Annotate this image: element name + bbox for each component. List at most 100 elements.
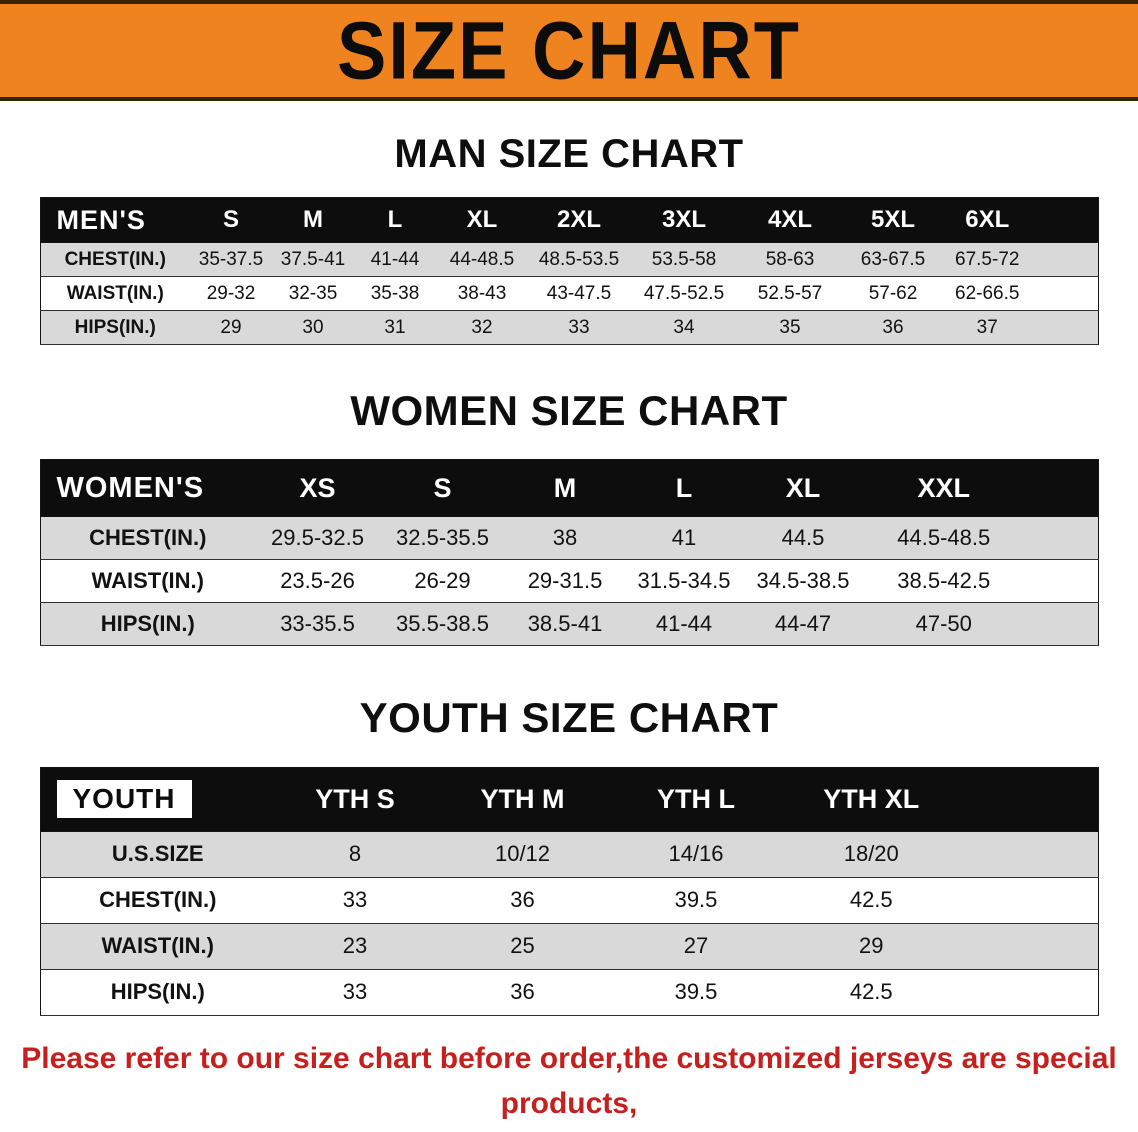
size-cell: 30 <box>272 310 354 345</box>
size-cell: 25 <box>435 922 610 970</box>
men-table-label: MEN'S <box>40 197 190 243</box>
row-label: CHEST(IN.) <box>40 876 275 924</box>
size-cell: 39.5 <box>610 876 782 924</box>
size-cell: 32-35 <box>272 276 354 311</box>
column-header: XL <box>436 197 528 243</box>
size-cell: 47-50 <box>863 602 1098 647</box>
size-cell: 44.5-48.5 <box>863 516 1098 561</box>
women-table-label: WOMEN'S <box>40 459 255 518</box>
column-header: S <box>190 197 272 243</box>
row-label: HIPS(IN.) <box>40 310 190 345</box>
men-waist-row: WAIST(IN.) 29-32 32-35 35-38 38-43 43-47… <box>40 276 1098 311</box>
size-cell: 23 <box>275 922 435 970</box>
size-cell: 31.5-34.5 <box>625 559 743 604</box>
size-cell: 58-63 <box>738 242 842 277</box>
banner-title: SIZE CHART <box>337 4 801 97</box>
size-cell: 33 <box>528 310 630 345</box>
row-label: HIPS(IN.) <box>40 968 275 1016</box>
column-header: YTH XL <box>782 766 1098 832</box>
column-header: M <box>505 459 625 518</box>
women-header-row: WOMEN'S XS S M L XL XXL <box>40 459 1098 518</box>
column-header: YTH S <box>275 766 435 832</box>
size-cell: 53.5-58 <box>630 242 738 277</box>
size-cell: 62-66.5 <box>944 276 1098 311</box>
size-cell: 36 <box>842 310 944 345</box>
column-header: 4XL <box>738 197 842 243</box>
size-cell: 44-47 <box>743 602 863 647</box>
men-chest-row: CHEST(IN.) 35-37.5 37.5-41 41-44 44-48.5… <box>40 242 1098 277</box>
size-cell: 33 <box>275 876 435 924</box>
size-cell: 67.5-72 <box>944 242 1098 277</box>
size-cell: 38-43 <box>436 276 528 311</box>
youth-table-label: YOUTH <box>40 766 275 832</box>
men-header-row: MEN'S S M L XL 2XL 3XL 4XL 5XL 6XL <box>40 197 1098 243</box>
size-cell: 23.5-26 <box>255 559 380 604</box>
size-cell: 34.5-38.5 <box>743 559 863 604</box>
column-header: M <box>272 197 354 243</box>
size-cell: 29 <box>190 310 272 345</box>
women-chest-row: CHEST(IN.) 29.5-32.5 32.5-35.5 38 41 44.… <box>40 516 1098 561</box>
size-cell: 29 <box>782 922 1098 970</box>
youth-size-table: YOUTH YTH S YTH M YTH L YTH XL U.S.SIZE … <box>39 766 1099 1016</box>
size-cell: 27 <box>610 922 782 970</box>
size-cell: 36 <box>435 876 610 924</box>
column-header: L <box>354 197 436 243</box>
size-cell: 29-31.5 <box>505 559 625 604</box>
column-header: YTH L <box>610 766 782 832</box>
youth-hips-row: HIPS(IN.) 33 36 39.5 42.5 <box>40 968 1098 1016</box>
size-cell: 44-48.5 <box>436 242 528 277</box>
size-cell: 48.5-53.5 <box>528 242 630 277</box>
size-cell: 41-44 <box>354 242 436 277</box>
column-header: XXL <box>863 459 1098 518</box>
size-cell: 26-29 <box>380 559 505 604</box>
size-cell: 36 <box>435 968 610 1016</box>
disclaimer: Please refer to our size chart before or… <box>0 1036 1138 1132</box>
size-cell: 43-47.5 <box>528 276 630 311</box>
size-cell: 35.5-38.5 <box>380 602 505 647</box>
size-cell: 8 <box>275 830 435 878</box>
men-section-heading: MAN SIZE CHART <box>394 132 744 176</box>
size-cell: 29.5-32.5 <box>255 516 380 561</box>
women-hips-row: HIPS(IN.) 33-35.5 35.5-38.5 38.5-41 41-4… <box>40 602 1098 647</box>
column-header: XL <box>743 459 863 518</box>
column-header: 5XL <box>842 197 944 243</box>
size-cell: 35 <box>738 310 842 345</box>
disclaimer-line-1: Please refer to our size chart before or… <box>21 1041 1117 1120</box>
row-label: U.S.SIZE <box>40 830 275 878</box>
column-header: S <box>380 459 505 518</box>
size-cell: 31 <box>354 310 436 345</box>
column-header: XS <box>255 459 380 518</box>
size-cell: 63-67.5 <box>842 242 944 277</box>
women-waist-row: WAIST(IN.) 23.5-26 26-29 29-31.5 31.5-34… <box>40 559 1098 604</box>
row-label: CHEST(IN.) <box>40 242 190 277</box>
row-label: WAIST(IN.) <box>40 276 190 311</box>
size-cell: 42.5 <box>782 876 1098 924</box>
size-cell: 37 <box>944 310 1098 345</box>
size-cell: 37.5-41 <box>272 242 354 277</box>
size-cell: 38.5-42.5 <box>863 559 1098 604</box>
women-section-heading: WOMEN SIZE CHART <box>350 387 788 434</box>
column-header: 3XL <box>630 197 738 243</box>
size-cell: 47.5-52.5 <box>630 276 738 311</box>
size-cell: 38 <box>505 516 625 561</box>
row-label: WAIST(IN.) <box>40 559 255 604</box>
column-header: L <box>625 459 743 518</box>
men-size-table: MEN'S S M L XL 2XL 3XL 4XL 5XL 6XL CHEST… <box>39 197 1099 345</box>
size-cell: 29-32 <box>190 276 272 311</box>
size-cell: 41 <box>625 516 743 561</box>
size-cell: 44.5 <box>743 516 863 561</box>
row-label: HIPS(IN.) <box>40 602 255 647</box>
size-cell: 32.5-35.5 <box>380 516 505 561</box>
size-cell: 52.5-57 <box>738 276 842 311</box>
size-cell: 33 <box>275 968 435 1016</box>
row-label: WAIST(IN.) <box>40 922 275 970</box>
youth-ussize-row: U.S.SIZE 8 10/12 14/16 18/20 <box>40 830 1098 878</box>
size-cell: 39.5 <box>610 968 782 1016</box>
size-cell: 35-38 <box>354 276 436 311</box>
youth-chest-row: CHEST(IN.) 33 36 39.5 42.5 <box>40 876 1098 924</box>
size-cell: 14/16 <box>610 830 782 878</box>
size-cell: 38.5-41 <box>505 602 625 647</box>
size-cell: 57-62 <box>842 276 944 311</box>
men-hips-row: HIPS(IN.) 29 30 31 32 33 34 35 36 37 <box>40 310 1098 345</box>
